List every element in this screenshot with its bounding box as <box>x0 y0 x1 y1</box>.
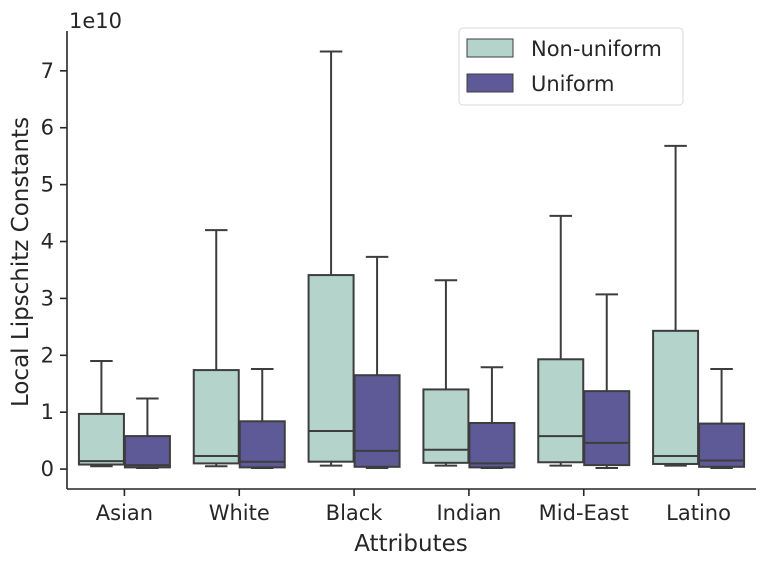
y-tick-label: 0 <box>41 457 54 481</box>
legend-swatch-non-uniform <box>466 38 514 58</box>
x-tick-label-asian: Asian <box>96 501 153 525</box>
y-tick-label: 7 <box>41 59 54 83</box>
y-tick-label: 2 <box>41 343 54 367</box>
axes: 1e10 Local Lipschitz Constants Attribute… <box>8 9 756 557</box>
box-uniform-latino <box>698 367 746 469</box>
box-body <box>307 274 355 463</box>
box-body <box>537 358 585 464</box>
y-ticks: 0 1 2 3 4 5 6 7 <box>41 59 67 481</box>
y-scale-exponent-label: 1e10 <box>69 9 122 33</box>
box-uniform-black <box>353 255 401 469</box>
box-body <box>583 390 631 467</box>
x-tick-label-indian: Indian <box>436 501 501 525</box>
box-body <box>123 435 171 469</box>
box-uniform-mid-east <box>583 293 631 469</box>
y-axis-title: Local Lipschitz Constants <box>8 117 34 407</box>
x-ticks: Asian White Black Indian Mid-East Latino <box>96 489 731 525</box>
legend-frame <box>458 27 684 106</box>
y-tick-label: 1 <box>41 400 54 424</box>
box-body <box>652 329 700 465</box>
x-tick-label-white: White <box>209 501 270 525</box>
box-body <box>353 374 401 468</box>
legend-label-uniform: Uniform <box>531 72 614 96</box>
box-non-uniform-latino <box>652 144 700 467</box>
box-non-uniform-mid-east <box>537 214 585 467</box>
y-tick-label: 3 <box>41 286 54 310</box>
box-body <box>422 388 470 464</box>
box-body <box>192 369 240 465</box>
box-non-uniform-indian <box>422 279 470 467</box>
box-uniform-indian <box>468 366 516 469</box>
x-axis-title: Attributes <box>354 531 468 557</box>
box-uniform-asian <box>123 397 171 469</box>
y-tick-label: 6 <box>41 116 54 140</box>
box-body <box>468 422 516 469</box>
legend-label-non-uniform: Non-uniform <box>531 37 662 61</box>
box-body <box>238 420 286 469</box>
box-non-uniform-white <box>192 229 240 468</box>
box-non-uniform-black <box>307 50 355 467</box>
y-tick-label: 4 <box>41 230 54 254</box>
box-body <box>77 412 125 466</box>
y-tick-label: 5 <box>41 173 54 197</box>
x-tick-label-black: Black <box>326 501 384 525</box>
box-uniform-white <box>238 367 286 469</box>
legend: Non-uniform Uniform <box>458 27 684 106</box>
x-tick-label-latino: Latino <box>666 501 731 525</box>
legend-swatch-uniform <box>466 73 514 93</box>
box-series <box>77 50 746 469</box>
box-non-uniform-asian <box>77 359 125 468</box>
x-tick-label-mid-east: Mid-East <box>539 501 629 525</box>
